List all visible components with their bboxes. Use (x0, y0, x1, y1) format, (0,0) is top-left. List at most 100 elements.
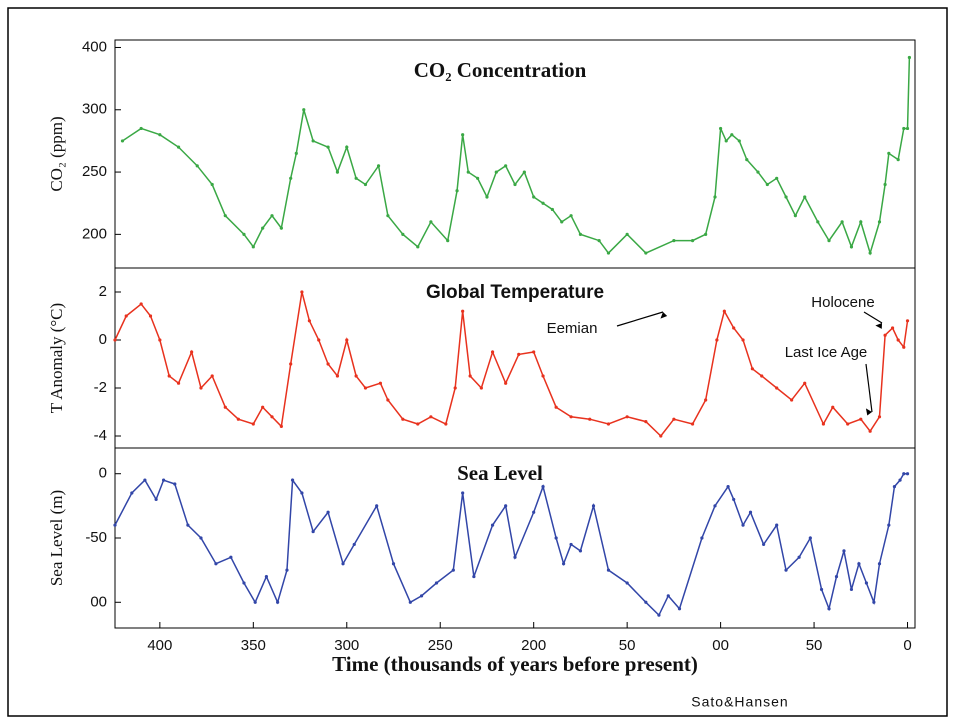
data-point (214, 562, 218, 566)
data-point (887, 523, 891, 527)
data-point (722, 309, 726, 313)
data-line (114, 291, 909, 438)
data-point (877, 220, 882, 224)
data-point (253, 600, 257, 604)
data-point (756, 170, 760, 174)
data-point (419, 594, 424, 598)
data-point (625, 415, 629, 419)
data-point (317, 338, 321, 342)
data-point (279, 424, 283, 428)
data-point (569, 214, 573, 218)
data-point (840, 220, 844, 224)
data-point (455, 189, 459, 193)
data-point (302, 108, 306, 112)
y-axis-label: Sea Level (m) (47, 490, 66, 586)
data-point (300, 290, 304, 294)
data-point (864, 581, 869, 585)
annotation: Eemian (547, 320, 598, 337)
data-point (797, 555, 801, 559)
annotation-arrow (865, 363, 873, 413)
data-point (732, 497, 736, 502)
data-point (130, 491, 134, 495)
data-point (532, 510, 536, 514)
data-line (114, 472, 908, 617)
data-point (363, 182, 368, 187)
data-point (793, 214, 797, 218)
data-point (775, 176, 779, 180)
x-tick-label: 00 (712, 637, 729, 654)
data-point (859, 220, 863, 224)
data-point (289, 176, 293, 180)
data-point (345, 145, 349, 149)
data-point (872, 600, 876, 604)
data-point (270, 415, 274, 419)
data-point (905, 319, 910, 323)
annotation: Last Ice Age (785, 344, 868, 361)
data-point (550, 207, 554, 212)
data-point (251, 422, 255, 426)
data-point (541, 374, 545, 378)
annotation-arrow (616, 311, 664, 327)
data-point (541, 484, 545, 489)
data-point (261, 226, 265, 230)
data-point (311, 139, 315, 143)
data-point (821, 422, 826, 426)
data-point (704, 232, 708, 236)
credit: Sato&Hansen (691, 694, 788, 710)
x-tick-label: 200 (521, 637, 546, 654)
data-point (378, 381, 383, 385)
data-point (896, 338, 900, 342)
data-point (375, 504, 379, 508)
data-point (569, 542, 573, 547)
y-tick-label: 300 (82, 101, 107, 118)
data-point (775, 523, 779, 527)
y-axis-label: T Anomaly (°C) (47, 303, 66, 413)
data-point (578, 232, 583, 236)
data-point (285, 568, 289, 572)
annotation: Holocene (811, 294, 874, 311)
data-point (666, 594, 670, 598)
data-point (842, 549, 846, 553)
data-point (472, 574, 476, 579)
data-point (775, 386, 779, 390)
data-point (513, 182, 517, 187)
panel-title: CO₂ Concentration (414, 58, 587, 82)
data-point (719, 126, 723, 131)
data-point (803, 381, 807, 385)
data-point (790, 398, 794, 402)
data-point (784, 195, 788, 199)
data-point (541, 201, 545, 205)
data-point (690, 238, 695, 243)
data-point (902, 126, 906, 131)
data-point (522, 170, 526, 174)
data-point (907, 55, 911, 60)
data-point (644, 420, 648, 424)
data-point (606, 568, 611, 572)
data-point (290, 478, 295, 482)
data-point (148, 314, 153, 318)
data-point (877, 415, 882, 419)
data-point (741, 338, 745, 342)
data-point (532, 350, 536, 354)
data-point (461, 133, 465, 137)
data-point (466, 170, 470, 174)
data-point (386, 398, 390, 402)
data-point (905, 126, 910, 131)
y-tick-label: 400 (82, 38, 107, 55)
data-point (868, 251, 872, 255)
data-point (345, 338, 349, 342)
data-point (700, 536, 704, 540)
data-point (490, 350, 495, 354)
data-point (251, 245, 255, 249)
data-point (199, 536, 203, 540)
data-point (819, 587, 824, 592)
data-point (307, 319, 311, 323)
data-point (827, 607, 831, 611)
data-point (750, 367, 754, 371)
x-tick-label: 50 (619, 637, 636, 654)
data-point (554, 536, 558, 540)
data-point (761, 542, 766, 547)
panel-title: Global Temperature (426, 282, 604, 303)
data-point (724, 139, 728, 143)
